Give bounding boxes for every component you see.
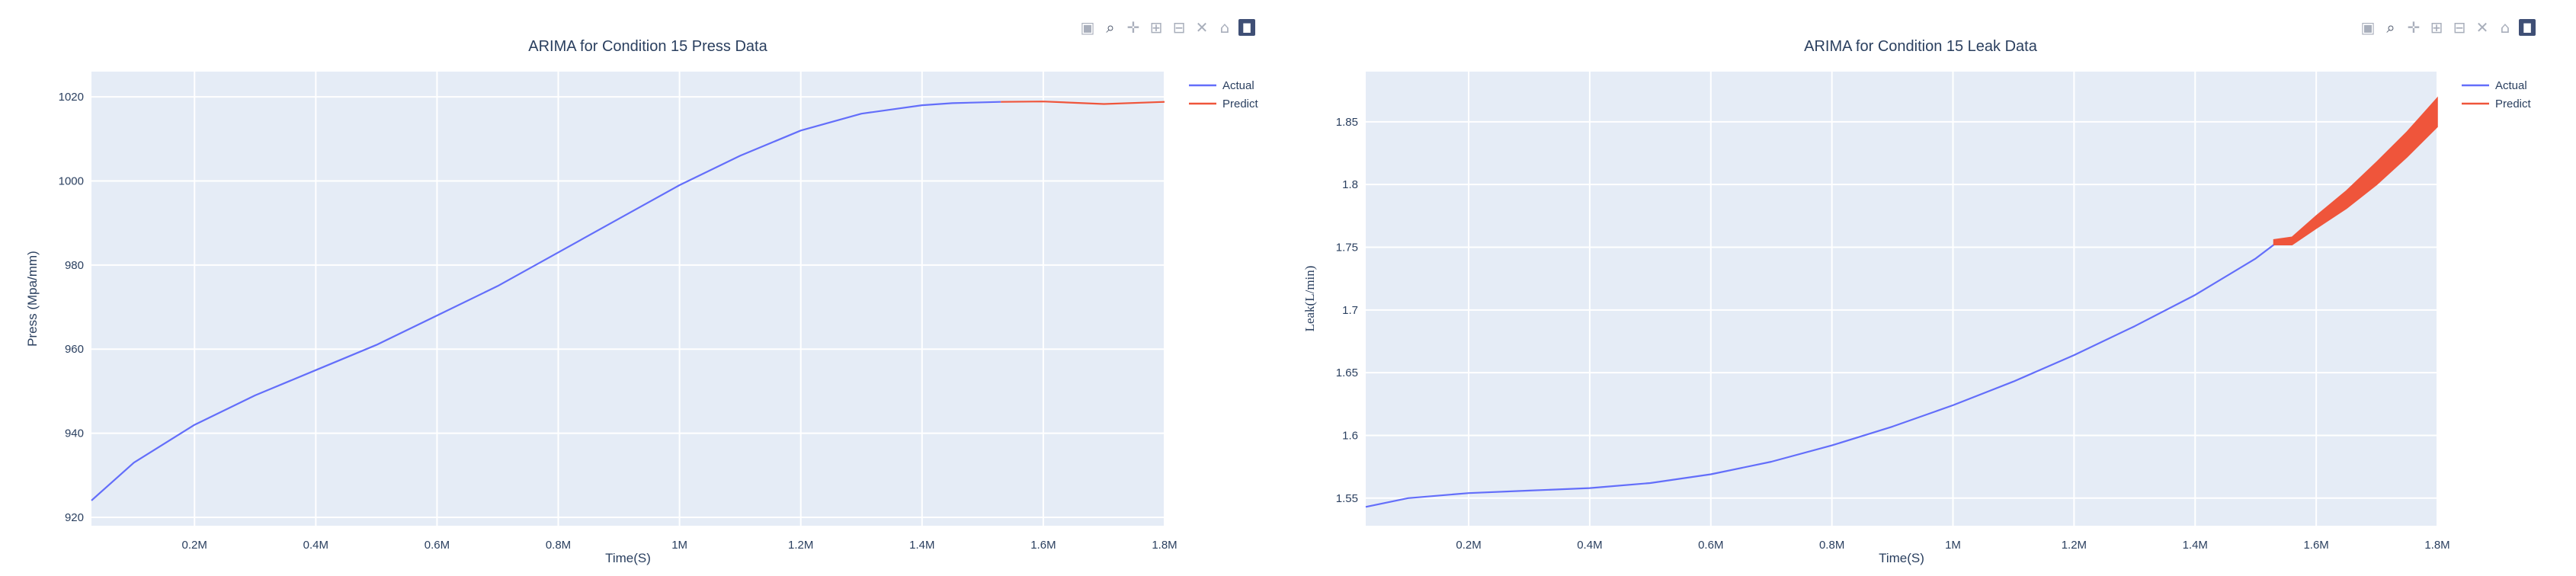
x-tick-label: 1.2M (2062, 539, 2087, 552)
x-tick-label: 1M (1945, 539, 1961, 552)
y-tick-label: 940 (65, 427, 84, 440)
chart-title: ARIMA for Condition 15 Leak Data (1804, 38, 2038, 55)
x-tick-label: 0.8M (546, 539, 571, 552)
modebar-right: ▣ ⌕ ✛ ⊞ ⊟ ✕ ⌂ ▇ (2359, 18, 2536, 37)
chart-title: ARIMA for Condition 15 Press Data (528, 38, 767, 55)
plot-area[interactable] (1366, 72, 2437, 526)
x-tick-label: 0.4M (1577, 539, 1602, 552)
y-axis-title: Press (Mpa/mm) (25, 251, 40, 347)
pan-icon[interactable]: ✛ (1126, 18, 1140, 37)
pan-icon[interactable]: ✛ (2407, 18, 2421, 37)
x-tick-label: 1.8M (2424, 539, 2449, 552)
y-tick-label: 1.7 (1342, 304, 1358, 317)
x-tick-label: 1.6M (2303, 539, 2328, 552)
x-tick-label: 0.6M (425, 539, 450, 552)
x-tick-label: 1.6M (1030, 539, 1056, 552)
y-tick-label: 980 (65, 259, 84, 272)
legend-item-actual[interactable]: Actual (2462, 79, 2527, 92)
y-tick-label: 1000 (59, 174, 84, 187)
plot-area[interactable] (91, 72, 1165, 526)
modebar-left: ▣ ⌕ ✛ ⊞ ⊟ ✕ ⌂ ▇ (1078, 18, 1255, 37)
legend-item-predict[interactable]: Predict (2462, 98, 2532, 110)
series-predict-band[interactable] (2273, 96, 2438, 245)
y-tick-label: 1.6 (1342, 429, 1358, 442)
y-tick-label: 1.75 (1336, 241, 1358, 254)
x-tick-label: 1.4M (2183, 539, 2208, 552)
series-actual-line[interactable] (91, 101, 1001, 501)
zoom-in-icon[interactable]: ⊞ (1149, 18, 1163, 37)
zoom-icon[interactable]: ⌕ (1106, 18, 1115, 37)
leak-chart-panel: ▣ ⌕ ✛ ⊞ ⊟ ✕ ⌂ ▇ 0.2M 0.4M 0.6M 0.8M 1M 1.2M 1.4M 1.6M 1… (1288, 0, 2576, 576)
press-chart[interactable]: 0.2M 0.4M 0.6M 0.8M 1M 1.2M 1.4M 1.6M 1.8M 920 940… (0, 0, 1288, 576)
zoom-icon[interactable]: ⌕ (2386, 18, 2395, 37)
y-tick-label: 1.55 (1336, 492, 1358, 505)
series-actual-line[interactable] (1365, 244, 2275, 508)
x-tick-label: 1.8M (1152, 539, 1177, 552)
autoscale-icon[interactable]: ✕ (2475, 18, 2489, 37)
x-axis-title: Time(S) (605, 551, 651, 565)
x-axis-title: Time(S) (1879, 551, 1924, 565)
zoom-out-icon[interactable]: ⊟ (2453, 18, 2466, 37)
x-tick-label: 0.2M (1456, 539, 1481, 552)
camera-icon[interactable]: ▣ (2360, 18, 2376, 37)
zoom-out-icon[interactable]: ⊟ (1172, 18, 1186, 37)
autoscale-icon[interactable]: ✕ (1195, 18, 1209, 37)
x-tick-label: 1.2M (788, 539, 813, 552)
x-tick-label: 1M (671, 539, 687, 552)
legend-item-actual[interactable]: Actual (1189, 79, 1254, 92)
reset-axes-icon[interactable]: ⌂ (1219, 18, 1230, 37)
x-tick-label: 1.4M (909, 539, 934, 552)
plotly-logo-icon[interactable]: ▇ (1238, 19, 1255, 36)
plotly-logo-icon[interactable]: ▇ (2519, 19, 2536, 36)
x-tick-label: 0.8M (1819, 539, 1844, 552)
press-chart-panel: ▣ ⌕ ✛ ⊞ ⊟ ✕ ⌂ ▇ 0.2M 0.4M 0.6M 0.8M 1M 1.2M 1.4M 1.6M 1… (0, 0, 1288, 576)
y-tick-label: 1.8 (1342, 178, 1358, 191)
y-tick-label: 1.85 (1336, 116, 1358, 129)
reset-axes-icon[interactable]: ⌂ (2500, 18, 2510, 37)
y-axis-title: Leak(L/min) (1302, 266, 1317, 332)
leak-chart[interactable]: 0.2M 0.4M 0.6M 0.8M 1M 1.2M 1.4M 1.6M 1.8M 1.55 1.… (1288, 0, 2576, 576)
y-tick-label: 920 (65, 511, 84, 524)
x-tick-label: 0.4M (303, 539, 328, 552)
legend-label: Actual (2495, 79, 2527, 92)
legend-label: Predict (1222, 98, 1259, 110)
camera-icon[interactable]: ▣ (1080, 18, 1095, 37)
zoom-in-icon[interactable]: ⊞ (2430, 18, 2443, 37)
y-tick-label: 1.65 (1336, 366, 1358, 379)
y-tick-label: 1020 (59, 91, 84, 104)
legend-item-predict[interactable]: Predict (1189, 98, 1259, 110)
series-predict-line[interactable] (1001, 101, 1165, 105)
legend-label: Predict (2495, 98, 2532, 110)
legend-label: Actual (1222, 79, 1254, 92)
x-tick-label: 0.6M (1698, 539, 1723, 552)
y-tick-label: 960 (65, 343, 84, 356)
x-tick-label: 0.2M (182, 539, 207, 552)
